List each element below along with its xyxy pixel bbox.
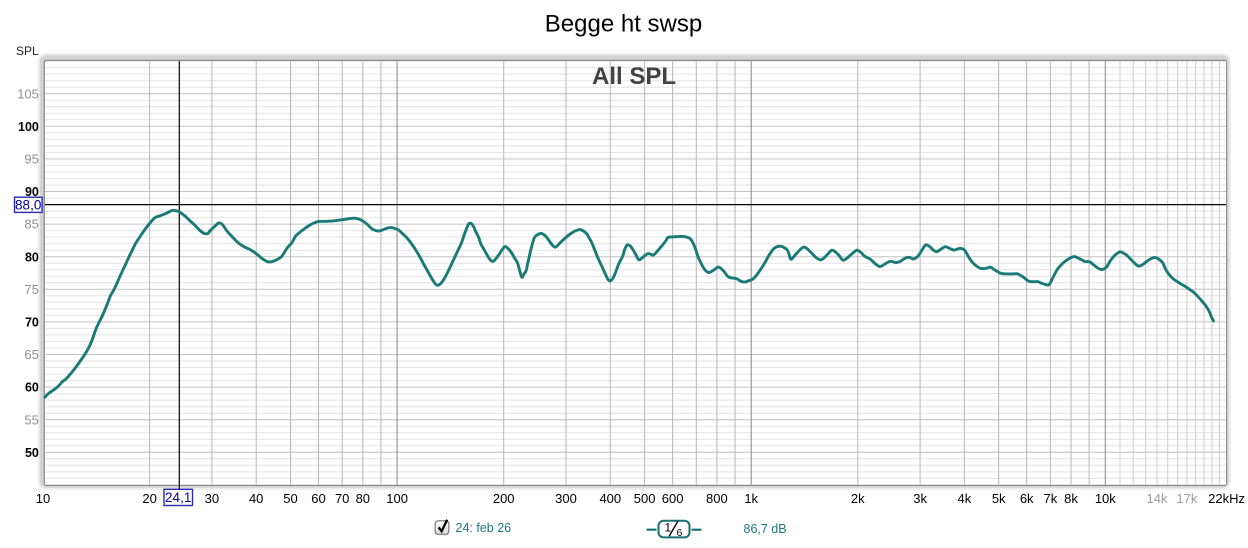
svg-text:100: 100	[386, 491, 408, 506]
svg-text:1: 1	[665, 521, 672, 535]
svg-text:800: 800	[706, 491, 728, 506]
svg-text:8k: 8k	[1064, 491, 1078, 506]
svg-text:70: 70	[25, 316, 39, 330]
svg-text:60: 60	[25, 381, 39, 395]
svg-text:24: feb 26: 24: feb 26	[456, 521, 512, 535]
svg-text:10: 10	[36, 491, 50, 506]
svg-text:40: 40	[249, 491, 263, 506]
svg-text:20: 20	[142, 491, 156, 506]
svg-text:10k: 10k	[1095, 491, 1116, 506]
svg-text:88,0: 88,0	[15, 197, 41, 212]
svg-text:85: 85	[24, 217, 38, 232]
svg-text:400: 400	[599, 491, 621, 506]
svg-text:1k: 1k	[744, 491, 758, 506]
svg-text:14k: 14k	[1147, 491, 1168, 506]
svg-text:SPL: SPL	[16, 44, 39, 58]
svg-text:50: 50	[283, 491, 297, 506]
svg-text:105: 105	[17, 86, 39, 101]
svg-text:80: 80	[356, 491, 370, 506]
svg-text:Begge ht swsp: Begge ht swsp	[545, 11, 702, 38]
svg-text:17k: 17k	[1176, 491, 1197, 506]
svg-text:4k: 4k	[958, 491, 972, 506]
svg-text:5k: 5k	[992, 491, 1006, 506]
svg-text:24,1: 24,1	[165, 490, 191, 505]
svg-text:2k: 2k	[851, 491, 865, 506]
svg-text:6: 6	[677, 527, 683, 539]
svg-text:22kHz: 22kHz	[1208, 491, 1245, 506]
svg-text:30: 30	[205, 491, 219, 506]
svg-text:80: 80	[25, 250, 39, 264]
svg-text:3k: 3k	[913, 491, 927, 506]
svg-text:55: 55	[24, 412, 38, 427]
svg-text:70: 70	[335, 491, 349, 506]
svg-text:86,7 dB: 86,7 dB	[744, 522, 787, 536]
svg-text:500: 500	[634, 491, 656, 506]
svg-text:90: 90	[25, 185, 39, 199]
svg-text:75: 75	[24, 282, 38, 297]
svg-text:200: 200	[493, 491, 515, 506]
svg-text:600: 600	[662, 491, 684, 506]
svg-text:All SPL: All SPL	[592, 63, 676, 90]
svg-text:50: 50	[25, 446, 39, 460]
svg-text:6k: 6k	[1020, 491, 1034, 506]
svg-text:65: 65	[24, 347, 38, 362]
svg-text:95: 95	[24, 152, 38, 167]
svg-text:7k: 7k	[1044, 491, 1058, 506]
svg-text:60: 60	[311, 491, 325, 506]
svg-text:300: 300	[555, 491, 577, 506]
svg-text:100: 100	[18, 120, 39, 134]
